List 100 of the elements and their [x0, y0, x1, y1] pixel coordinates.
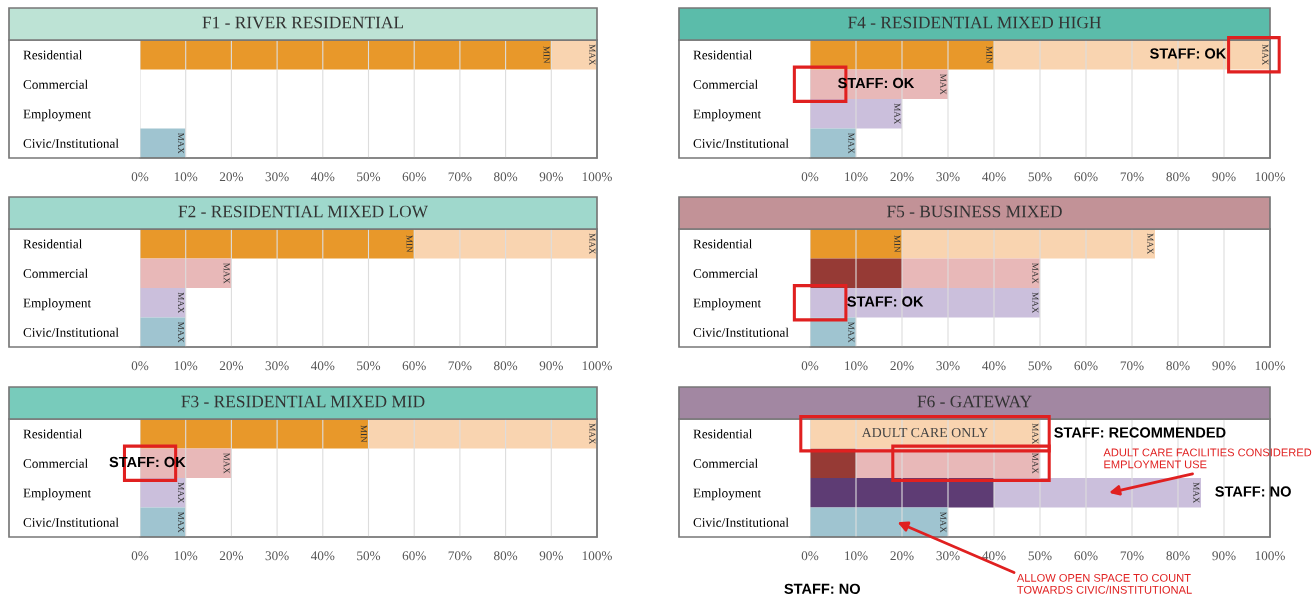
x-tick-label: 90% — [539, 551, 563, 561]
x-tick-label: 10% — [845, 172, 868, 182]
data-label: MIN — [894, 235, 901, 253]
bar — [140, 288, 186, 318]
y-tick-label: Residential — [23, 429, 83, 439]
x-tick-label: 0% — [801, 361, 819, 371]
bar — [810, 507, 948, 537]
x-tick-label: 10% — [174, 172, 198, 182]
y-tick-label: Civic/Institutional — [23, 327, 119, 337]
x-tick-label: 40% — [310, 172, 335, 182]
x-tick-label: 50% — [1028, 551, 1052, 561]
annotation: STAFF: OK — [847, 296, 924, 307]
data-label: MAX — [1032, 262, 1039, 284]
bar — [414, 229, 597, 259]
x-tick-label: 50% — [1028, 361, 1052, 371]
bar — [810, 128, 856, 158]
bar — [994, 478, 1201, 508]
x-tick-label: 20% — [890, 172, 914, 182]
data-label: MAX — [848, 132, 855, 154]
y-tick-label: Residential — [693, 239, 753, 249]
y-tick-label: Residential — [693, 429, 753, 439]
x-tick-label: 0% — [131, 551, 149, 561]
y-tick-label: Residential — [693, 50, 753, 60]
text: ALLOW OPEN SPACE TO COUNT TOWARDS CIVIC/INSTITUTIONAL — [1016, 573, 1192, 594]
x-tick-label: 90% — [539, 172, 563, 182]
x-tick-label: 50% — [357, 361, 381, 371]
x-tick-label: 30% — [265, 172, 289, 182]
x-tick-label: 70% — [448, 172, 472, 182]
x-tick-label: 80% — [494, 172, 518, 182]
x-tick-label: 80% — [1166, 361, 1190, 371]
y-tick-label: Civic/Institutional — [693, 138, 789, 148]
x-tick-label: 20% — [219, 361, 244, 371]
data-label: MIN — [543, 46, 550, 64]
y-tick-label: Civic/Institutional — [23, 517, 119, 527]
x-tick-label: 40% — [982, 361, 1006, 371]
x-tick-label: 10% — [174, 361, 198, 371]
x-tick-label: 10% — [174, 551, 198, 561]
x-tick-label: 30% — [265, 361, 289, 371]
y-tick-label: Employment — [23, 298, 92, 311]
x-tick-label: 60% — [402, 551, 426, 561]
text: STAFF: NO — [784, 583, 860, 595]
y-tick-label: Commercial — [693, 458, 758, 468]
bar — [140, 258, 232, 288]
y-tick-label: Employment — [23, 488, 92, 501]
data-label: MAX — [1193, 482, 1200, 504]
x-tick-label: 40% — [982, 172, 1006, 182]
x-tick-label: 20% — [890, 551, 914, 561]
data-label: MAX — [223, 452, 230, 474]
data-label: MIN — [406, 235, 413, 253]
y-tick-label: Employment — [693, 109, 762, 122]
data-label: MIN — [360, 425, 367, 443]
x-tick-label: 80% — [494, 361, 518, 371]
y-tick-label: Civic/Institutional — [23, 138, 119, 148]
data-label: MAX — [1032, 292, 1039, 314]
y-tick-label: Employment — [693, 488, 762, 501]
x-tick-label: 100% — [1255, 172, 1285, 182]
data-label: MAX — [178, 321, 185, 343]
bar — [902, 258, 1040, 288]
bar — [140, 128, 186, 158]
y-tick-label: Commercial — [693, 79, 758, 89]
y-tick-label: Commercial — [23, 79, 88, 89]
y-tick-label: Commercial — [693, 268, 758, 278]
data-label: MAX — [1262, 44, 1269, 66]
data-label: MAX — [1147, 233, 1154, 255]
x-tick-label: 100% — [582, 551, 612, 561]
y-tick-label: Civic/Institutional — [693, 517, 789, 527]
x-tick-label: 60% — [402, 361, 426, 371]
data-label: MAX — [589, 44, 596, 66]
x-tick-label: 10% — [845, 551, 868, 561]
x-tick-label: 90% — [539, 361, 563, 371]
y-tick-label: Commercial — [23, 268, 88, 278]
x-tick-label: 100% — [582, 172, 612, 182]
x-tick-label: 30% — [936, 361, 960, 371]
data-label: MIN — [986, 46, 993, 64]
y-tick-label: Civic/Institutional — [693, 327, 789, 337]
x-tick-label: 20% — [890, 361, 914, 371]
x-tick-label: 70% — [448, 551, 472, 561]
data-label: MAX — [1032, 452, 1039, 474]
x-tick-label: 40% — [310, 551, 335, 561]
annotation: STAFF: OK — [1150, 48, 1227, 59]
x-tick-label: 90% — [1212, 172, 1236, 182]
x-tick-label: 20% — [219, 551, 244, 561]
x-tick-label: 100% — [1255, 551, 1285, 561]
data-label: MAX — [178, 132, 185, 154]
chart-title: F6 - GATEWAY — [917, 395, 1032, 408]
y-tick-label: Commercial — [23, 458, 88, 468]
x-tick-label: 0% — [131, 361, 149, 371]
x-tick-label: 80% — [494, 551, 518, 561]
x-tick-label: 80% — [1166, 172, 1190, 182]
x-tick-label: 10% — [845, 361, 868, 371]
annotation: STAFF: NO — [1215, 486, 1291, 497]
data-label: MAX — [848, 321, 855, 343]
y-tick-label: Employment — [23, 109, 92, 122]
chart-title: F3 - RESIDENTIAL MIXED MID — [181, 395, 425, 408]
data-label: MAX — [178, 482, 185, 504]
x-tick-label: 0% — [801, 551, 819, 561]
y-tick-label: Residential — [23, 239, 83, 249]
bar — [810, 288, 1040, 318]
x-tick-label: 90% — [1212, 361, 1236, 371]
data-label: MAX — [940, 511, 947, 533]
